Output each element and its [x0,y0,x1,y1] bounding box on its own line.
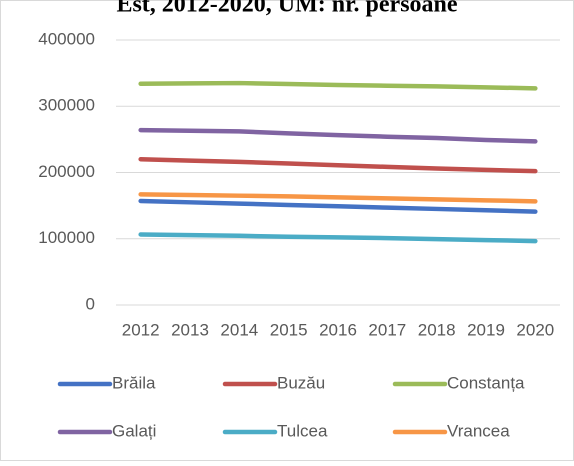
x-tick-label: 2017 [368,320,406,339]
y-tick-label: 200000 [38,162,95,181]
legend-label: Galați [112,421,156,440]
x-tick-label: 2013 [171,320,209,339]
y-tick-label: 0 [86,294,95,313]
legend-label: Brăila [112,373,156,392]
x-tick-label: 2014 [220,320,258,339]
legend-label: Constanța [447,373,525,392]
x-tick-label: 2012 [122,320,160,339]
legend-label: Vrancea [447,421,510,440]
y-tick-label: 400000 [38,29,95,48]
series-line [138,157,538,174]
chart-title: Est, 2012-2020, UM: nr. persoane [116,0,457,18]
series-line [138,192,538,204]
x-tick-label: 2018 [418,320,456,339]
x-tick-label: 2019 [467,320,505,339]
series-line [138,198,538,214]
x-tick-label: 2015 [270,320,308,339]
x-tick-label: 2016 [319,320,357,339]
legend-label: Tulcea [277,421,328,440]
legend-label: Buzău [277,373,325,392]
x-tick-label: 2020 [516,320,554,339]
y-tick-label: 300000 [38,96,95,115]
y-tick-label: 100000 [38,228,95,247]
series-line [138,80,538,91]
series-line [138,127,538,144]
series-line [138,232,538,244]
